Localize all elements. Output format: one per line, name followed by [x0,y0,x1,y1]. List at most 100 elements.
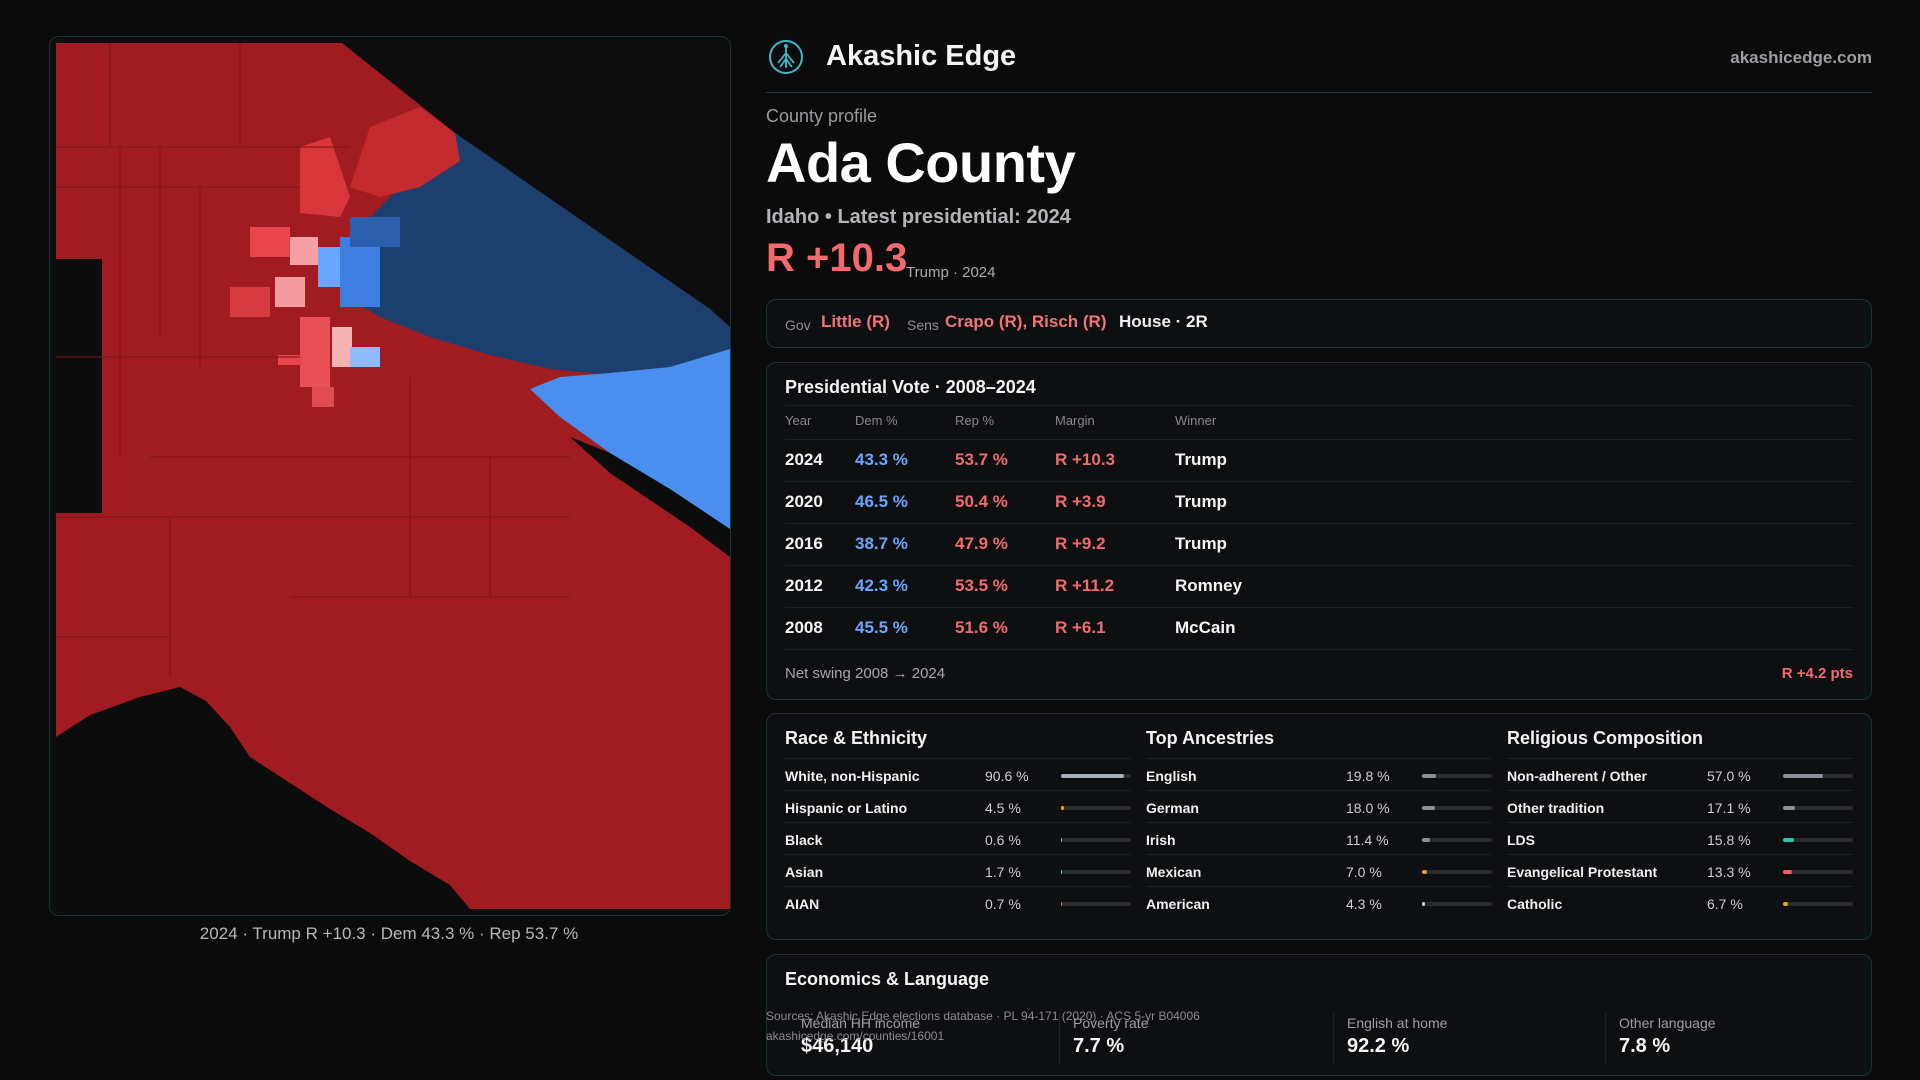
econ-value: 92.2 % [1347,1035,1410,1057]
econ-value: $46,140 [801,1035,874,1057]
map-region-rep-north2[interactable] [300,137,350,217]
item-pct: 11.4 % [1346,832,1389,848]
col-header-dem: Dem % [855,413,898,428]
map-precinct-red-light[interactable] [250,227,290,257]
item-name: Catholic [1507,896,1563,912]
econ-value: 7.8 % [1619,1035,1671,1057]
table-row: 2008 45.5 % 51.6 % R +6.1 McCain [785,607,1853,650]
item-pct: 18.0 % [1346,800,1390,816]
bar-fill [1783,838,1795,842]
bar-fill [1783,902,1788,906]
map-precinct-blue-mid[interactable] [340,237,380,307]
row-dem: 38.7 % [855,534,908,553]
econ-label: English at home [1347,1015,1448,1031]
item-name: Irish [1146,832,1176,848]
net-swing-label: Net swing 2008 → 2024 [785,665,946,682]
list-item: English 19.8 % [1146,758,1492,791]
list-item: Catholic 6.7 % [1507,886,1853,919]
item-name: Evangelical Protestant [1507,864,1658,880]
precinct-map-svg[interactable] [50,37,730,915]
list-item: Mexican 7.0 % [1146,854,1492,887]
ancestry-column: Top Ancestries English 19.8 % German 18.0 … [1146,714,1492,939]
econ-label: Poverty rate [1073,1015,1149,1031]
econ-label: Median HH income [801,1015,921,1031]
divider [1333,1013,1334,1065]
row-winner: Trump [1175,450,1227,469]
bar-fill [1061,838,1063,842]
item-pct: 4.5 % [985,800,1021,816]
bar-track [1061,806,1131,810]
bar-track [1422,902,1492,906]
map-precinct-blue-dark[interactable] [350,217,400,247]
bar-fill [1422,902,1425,906]
bar-track [1783,806,1853,810]
map-void-south [56,687,470,909]
row-rep: 53.7 % [955,450,1008,469]
map-precinct-pink[interactable] [290,237,318,265]
officials-card: Gov Little (R) Sens Crapo (R), Risch (R)… [766,299,1872,348]
map-void-east [570,437,730,557]
bar-fill [1783,806,1795,810]
row-rep: 53.5 % [955,576,1008,595]
map-precinct-pink2[interactable] [275,277,305,307]
bar-track [1783,774,1853,778]
tree-network-logo-icon [769,40,803,74]
econ-poverty-rate: Poverty rate 7.7 % [1073,1015,1323,1058]
row-rep: 50.4 % [955,492,1008,511]
row-dem: 46.5 % [855,492,908,511]
row-winner: Trump [1175,492,1227,511]
item-pct: 15.8 % [1707,832,1751,848]
sources-url[interactable]: akashicedge.com/counties/16001 [766,1029,945,1043]
list-item: German 18.0 % [1146,790,1492,823]
econ-label: Other language [1619,1015,1716,1031]
bar-track [1422,774,1492,778]
map-precinct-red-mid[interactable] [230,287,270,317]
brand-name: Akashic Edge [826,40,1017,72]
map-region-dem-light[interactable] [530,349,730,529]
list-item: American 4.3 % [1146,886,1492,919]
map-precinct-red-small[interactable] [278,355,302,365]
row-year: 2024 [785,450,823,469]
item-name: Non-adherent / Other [1507,768,1648,784]
econ-median-income: Median HH income $46,140 [801,1015,1051,1058]
bar-fill [1061,870,1063,874]
religion-column: Religious Composition Non-adherent / Oth… [1507,714,1853,939]
map-precinct-pink3[interactable] [332,327,352,367]
bar-track [1061,774,1131,778]
header: Akashic Edge akashicedge.com [766,36,1872,93]
list-item: Non-adherent / Other 57.0 % [1507,758,1853,791]
bar-track [1422,870,1492,874]
sources-text: Sources: Akashic Edge elections database… [766,1009,1200,1023]
demographics-card: Race & Ethnicity White, non-Hispanic 90.6… [766,713,1872,940]
list-item: Irish 11.4 % [1146,822,1492,855]
sens-label: Sens [907,317,939,333]
site-link[interactable]: akashicedge.com [1730,48,1872,67]
item-name: Asian [785,864,824,880]
page-title: Ada County [766,131,1076,194]
item-pct: 0.7 % [985,896,1021,912]
map-region-rep-north[interactable] [350,107,460,197]
row-winner: McCain [1175,618,1236,637]
map-precinct-blue-pale[interactable] [350,347,380,367]
bar-track [1061,902,1131,906]
row-margin: R +9.2 [1055,534,1106,553]
col-header-winner: Winner [1175,413,1217,428]
map-precinct-red-small2[interactable] [312,387,334,407]
section-eyebrow: County profile [766,106,878,126]
list-item: White, non-Hispanic 90.6 % [785,758,1131,791]
county-map[interactable] [49,36,731,916]
item-pct: 17.1 % [1707,800,1751,816]
bar-fill [1783,870,1793,874]
row-rep: 51.6 % [955,618,1008,637]
map-precinct-red-mid2[interactable] [300,317,330,387]
row-dem: 42.3 % [855,576,908,595]
map-region-rep-main[interactable] [56,43,730,909]
item-name: Black [785,832,823,848]
item-name: Other tradition [1507,800,1605,816]
gov-label: Gov [785,317,811,333]
item-name: Hispanic or Latino [785,800,908,816]
map-region-dem-dark[interactable] [350,133,730,385]
divider [1605,1013,1606,1065]
item-pct: 7.0 % [1346,864,1382,880]
bar-track [1783,838,1853,842]
